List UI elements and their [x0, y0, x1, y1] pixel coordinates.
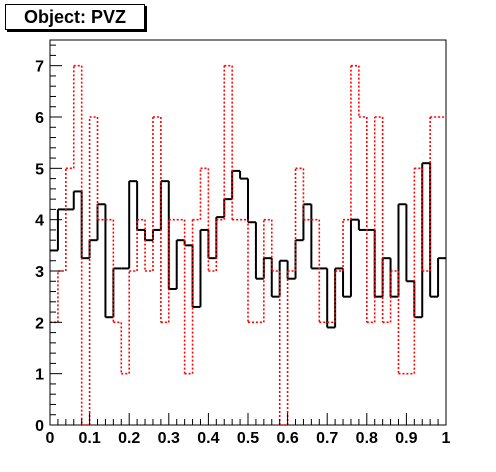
- x-tick-label: 0.5: [237, 430, 259, 447]
- x-tick-label: 0.8: [356, 430, 378, 447]
- y-tick-label: 4: [35, 213, 44, 230]
- x-tick-label: 0.1: [78, 430, 100, 447]
- y-tick-label: 3: [35, 264, 44, 281]
- x-tick-label: 0.7: [316, 430, 338, 447]
- x-tick-label: 1: [442, 430, 451, 447]
- y-tick-label: 1: [35, 367, 44, 384]
- y-tick-label: 6: [35, 110, 44, 127]
- series-2: [50, 64, 446, 426]
- y-tick-label: 5: [35, 161, 44, 178]
- y-tick-label: 0: [35, 418, 44, 435]
- x-tick-label: 0.2: [118, 430, 140, 447]
- x-tick-label: 0.4: [197, 430, 219, 447]
- x-tick-label: 0.9: [395, 430, 417, 447]
- chart-title: Object: PVZ: [5, 4, 145, 30]
- y-tick-label: 2: [35, 315, 44, 332]
- x-tick-label: 0: [46, 430, 55, 447]
- x-tick-label: 0.6: [276, 430, 298, 447]
- y-tick-label: 7: [35, 59, 44, 76]
- x-tick-label: 0.3: [158, 430, 180, 447]
